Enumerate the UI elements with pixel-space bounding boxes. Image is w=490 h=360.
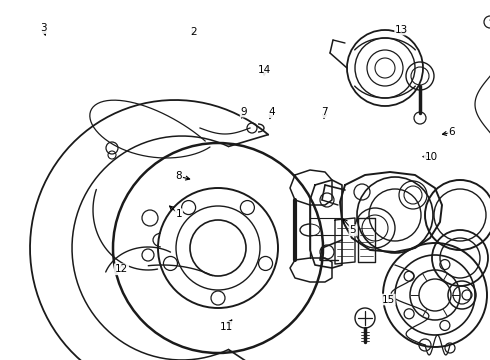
Text: 10: 10 [425,152,438,162]
Text: 5: 5 [349,225,356,235]
Text: 3: 3 [40,23,47,33]
Text: 6: 6 [448,127,455,138]
Text: 15: 15 [381,294,395,305]
Text: 9: 9 [241,107,247,117]
Text: 2: 2 [190,27,197,37]
Text: 1: 1 [175,209,182,219]
Text: 12: 12 [115,264,128,274]
Text: 7: 7 [321,107,328,117]
Text: 8: 8 [175,171,182,181]
Text: 4: 4 [269,107,275,117]
Text: 13: 13 [395,24,409,35]
Text: 11: 11 [220,322,233,332]
Text: 14: 14 [258,65,271,75]
